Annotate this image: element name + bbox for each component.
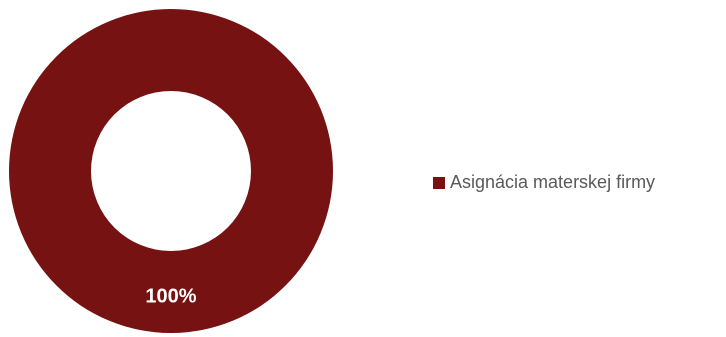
legend: Asignácia materskej firmy — [433, 172, 655, 193]
legend-swatch — [433, 176, 445, 189]
legend-label: Asignácia materskej firmy — [450, 172, 656, 192]
donut-slices — [9, 9, 333, 333]
slice-labels: 100% — [145, 285, 196, 307]
slice-value-label: 100% — [145, 285, 196, 307]
donut-slice — [9, 9, 333, 333]
